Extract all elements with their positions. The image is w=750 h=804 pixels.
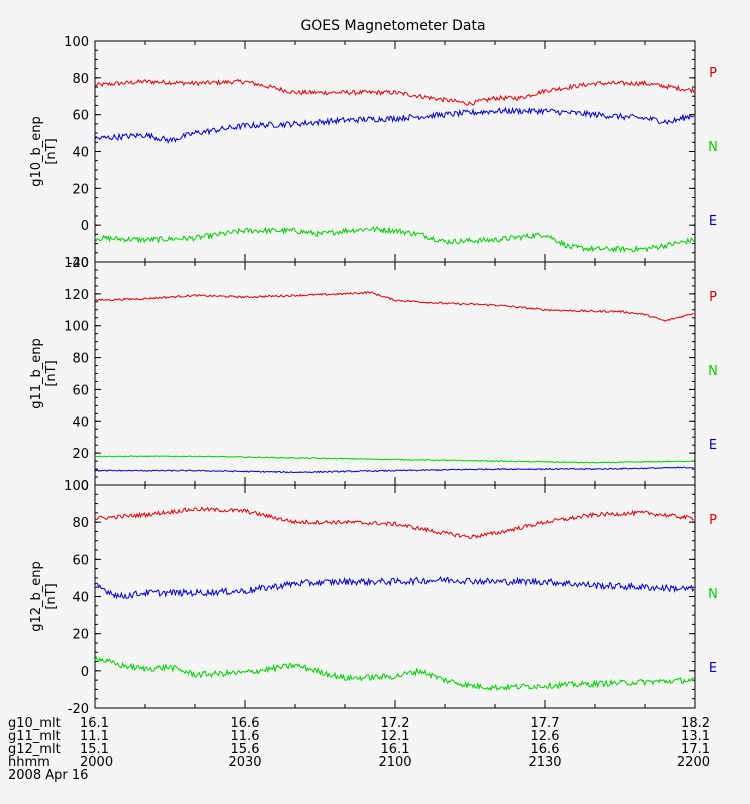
footer-row-value: 11.6 [231, 729, 260, 744]
footer-row-value: 2030 [228, 755, 261, 770]
series-line-n-panel-2 [94, 455, 694, 464]
y-axis-label: g12_b_enp [29, 561, 44, 632]
chart-title: GOES Magnetometer Data [300, 18, 485, 34]
footer-row-value: 2000 [80, 755, 113, 770]
footer-row-value: 12.6 [531, 729, 560, 744]
legend-entry-e: E [709, 438, 717, 453]
footer-row-value: 16.6 [531, 742, 560, 757]
y-tick-label: 140 [64, 256, 89, 271]
legend-entry-n: N [708, 587, 718, 602]
footer-row-label: g12_mlt [8, 742, 61, 757]
footer-row-value: 2130 [528, 755, 561, 770]
footer-row-value: 12.1 [381, 729, 410, 744]
y-tick-label: 60 [72, 109, 89, 124]
series-line-e-panel-3 [94, 575, 695, 600]
series-line-n-panel-1 [94, 225, 695, 254]
panel-frame-2 [94, 261, 696, 486]
footer-row-value: 2100 [378, 755, 411, 770]
series-line-p-panel-1 [94, 78, 695, 106]
footer-row-value: 13.1 [681, 729, 710, 744]
panel-frame-1 [94, 40, 696, 263]
y-axis-unit: [nT] [44, 138, 59, 164]
footer-row-value: 16.1 [80, 716, 109, 731]
y-tick-label: -20 [68, 702, 89, 717]
footer-row-label: g10_mlt [8, 716, 61, 731]
footer-row-value: 15.1 [80, 742, 109, 757]
footer-date: 2008 Apr 16 [8, 768, 88, 783]
series-line-n-panel-3 [94, 655, 695, 692]
legend-entry-e: E [709, 661, 717, 676]
footer-row-label: hhmm [8, 755, 50, 770]
series-line-e-panel-1 [94, 106, 694, 144]
footer-row-value: 17.7 [531, 716, 560, 731]
footer-row-value: 11.1 [80, 729, 109, 744]
legend-entry-p: P [709, 66, 717, 81]
y-tick-label: 100 [64, 35, 89, 50]
y-axis-label: g11_b_enp [29, 338, 44, 409]
y-tick-label: 40 [72, 591, 89, 606]
legend-entry-n: N [708, 140, 718, 155]
y-tick-label: 100 [64, 479, 89, 494]
y-axis-unit: [nT] [44, 583, 59, 609]
legend-entry-p: P [709, 290, 717, 305]
footer-row-value: 17.2 [381, 716, 410, 731]
panel-frame-3 [94, 484, 696, 709]
footer-row-label: g11_mlt [8, 729, 61, 744]
footer-row-value: 16.6 [231, 716, 260, 731]
footer-row-value: 16.1 [381, 742, 410, 757]
y-tick-label: 60 [72, 553, 89, 568]
legend-entry-p: P [709, 513, 717, 528]
y-axis-label: g10_b_enp [29, 116, 44, 187]
y-tick-label: 80 [72, 516, 89, 531]
y-tick-label: 0 [81, 479, 89, 494]
y-axis-unit: [nT] [44, 360, 59, 386]
y-tick-label: 80 [72, 72, 89, 87]
legend-entry-n: N [708, 364, 718, 379]
y-tick-label: 60 [72, 383, 89, 398]
series-line-e-panel-2 [94, 466, 694, 474]
footer-row-value: 15.6 [231, 742, 260, 757]
series-line-p-panel-2 [94, 291, 694, 322]
y-tick-label: 40 [72, 415, 89, 430]
y-tick-label: 0 [81, 665, 89, 680]
footer-row-value: 2200 [677, 755, 710, 770]
y-tick-label: -20 [68, 256, 89, 271]
legend-entry-e: E [709, 214, 717, 229]
y-tick-label: 20 [72, 447, 89, 462]
y-tick-label: 40 [72, 146, 89, 161]
series-line-p-panel-3 [94, 506, 694, 540]
y-tick-label: 0 [81, 219, 89, 234]
footer-row-value: 17.1 [681, 742, 710, 757]
y-tick-label: 100 [64, 320, 89, 335]
y-tick-label: 80 [72, 352, 89, 367]
y-tick-label: 20 [72, 182, 89, 197]
y-tick-label: 20 [72, 628, 89, 643]
y-tick-label: 120 [64, 288, 89, 303]
footer-row-value: 18.2 [681, 716, 710, 731]
